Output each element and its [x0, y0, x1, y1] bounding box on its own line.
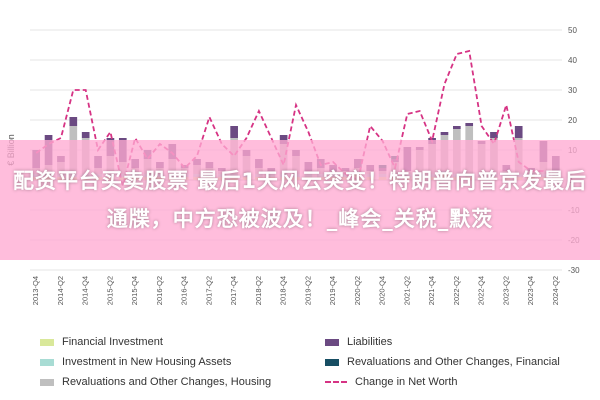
bar-liabilities — [279, 135, 288, 144]
x-tick-label: 2020-Q2 — [353, 276, 362, 305]
x-tick-label: 2021-Q4 — [427, 276, 436, 305]
y-tick-label: -30 — [568, 266, 580, 275]
x-tick-label: 2015-Q4 — [130, 276, 139, 305]
x-tick-label: 2024-Q2 — [551, 276, 560, 305]
x-tick-label: 2018-Q4 — [279, 276, 288, 305]
x-tick-label: 2021-Q2 — [402, 276, 411, 305]
x-tick-label: 2013-Q4 — [31, 276, 40, 305]
x-tick-label: 2015-Q2 — [105, 276, 114, 305]
bar-liabilities — [69, 117, 78, 126]
x-tick-label: 2017-Q4 — [229, 276, 238, 305]
bar-liabilities — [440, 132, 449, 135]
legend-item-reval-housing: Revaluations and Other Changes, Housing — [40, 376, 271, 388]
x-tick-label: 2022-Q4 — [477, 276, 486, 305]
legend-item-reval-financial: Revaluations and Other Changes, Financia… — [325, 356, 560, 368]
x-tick-label: 2014-Q4 — [81, 276, 90, 305]
x-tick-label: 2018-Q2 — [254, 276, 263, 305]
bar-liabilities — [514, 126, 523, 138]
bar-liabilities — [230, 126, 238, 138]
legend-swatch-change-net-worth — [325, 381, 347, 383]
line-change-in-net-worth — [35, 49, 557, 187]
x-tick-label: 2014-Q2 — [56, 276, 65, 305]
y-tick-label: 40 — [568, 56, 577, 65]
legend-swatch-liabilities — [325, 338, 339, 346]
overlay-banner[interactable]: 配资平台买卖股票 最后1天风云突变！特朗普向普京发最后通牒，中方恐被波及！_峰会… — [0, 140, 600, 260]
legend-swatch-new-housing — [40, 358, 54, 366]
legend-swatch-reval-financial — [325, 358, 339, 366]
legend-item-change-net-worth: Change in Net Worth — [325, 376, 458, 388]
x-tick-label: 2022-Q2 — [452, 276, 461, 305]
x-tick-label: 2019-Q2 — [303, 276, 312, 305]
bar-liabilities — [453, 126, 461, 129]
legend-label: Financial Investment — [62, 336, 163, 348]
legend-label: Investment in New Housing Assets — [62, 356, 232, 368]
bar-liabilities — [81, 132, 90, 138]
x-tick-label: 2023-Q2 — [501, 276, 510, 305]
y-tick-label: 20 — [568, 116, 577, 125]
x-tick-label: 2019-Q4 — [328, 276, 337, 305]
bar-liabilities — [465, 123, 474, 126]
bar-liabilities — [490, 132, 498, 138]
overlay-banner-text: 配资平台买卖股票 最后1天风云突变！特朗普向普京发最后通牒，中方恐被波及！_峰会… — [13, 169, 587, 231]
legend-swatch-reval-housing — [40, 378, 54, 386]
y-tick-label: 50 — [568, 26, 577, 35]
x-tick-label: 2016-Q4 — [180, 276, 189, 305]
x-tick-label: 2023-Q4 — [526, 276, 535, 305]
legend-item-new-housing: Investment in New Housing Assets — [40, 356, 231, 368]
legend-item-financial-investment: Financial Investment — [40, 336, 163, 348]
legend: Financial Investment Liabilities Investm… — [40, 336, 580, 392]
legend-label: Change in Net Worth — [355, 376, 458, 388]
x-tick-label: 2020-Q4 — [378, 276, 387, 305]
y-tick-label: 30 — [568, 86, 577, 95]
legend-label: Revaluations and Other Changes, Housing — [62, 376, 272, 388]
legend-item-liabilities: Liabilities — [325, 336, 392, 348]
legend-label: Liabilities — [347, 336, 393, 348]
x-tick-label: 2016-Q2 — [155, 276, 164, 305]
legend-swatch-financial-investment — [40, 338, 54, 346]
legend-label: Revaluations and Other Changes, Financia… — [347, 356, 560, 368]
x-tick-label: 2017-Q2 — [204, 276, 213, 305]
